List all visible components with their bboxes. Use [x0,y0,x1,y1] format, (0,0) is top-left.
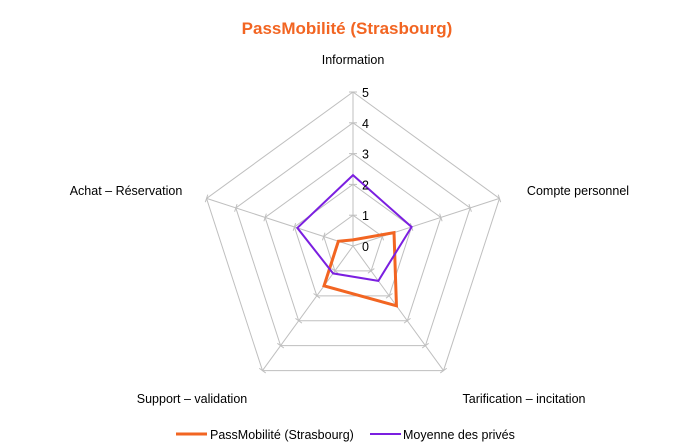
axis-label-2: Compte personnel [527,184,629,198]
tick-mark [421,342,429,349]
grid-ring-5 [205,91,501,372]
spoke-4 [262,245,354,371]
tick-mark [277,342,285,349]
axis-label-4: Support – validation [137,392,248,406]
legend-label-1: PassMobilité (Strasbourg) [210,428,354,442]
series-line-1 [322,230,399,308]
tick-mark [403,317,411,324]
tick-mark [313,293,321,299]
series-line-2 [295,173,413,282]
tick-label: 1 [362,209,369,223]
radar-grid [204,91,502,374]
radar-ticks: 0 1 2 3 4 5 [362,86,369,254]
tick-label: 5 [362,86,369,100]
tick-mark [385,293,393,299]
tick-mark [321,232,326,241]
radar-series [295,173,413,308]
grid-ring-3 [264,152,442,322]
grid-ring-1 [323,214,383,272]
spoke-2 [352,197,500,247]
tick-mark [468,203,472,212]
tick-mark [204,194,209,203]
tick-mark [331,268,339,274]
legend-label-2: Moyenne des privés [403,428,515,442]
tick-mark [258,367,267,374]
tick-mark [295,317,303,324]
tick-mark [497,194,502,203]
tick-mark [367,268,375,274]
spoke-5 [206,197,354,247]
axis-label-1: Information [322,53,385,67]
axis-label-5: Achat – Réservation [70,184,183,198]
tick-mark [234,203,238,212]
tick-label: 0 [362,240,369,254]
tick-mark [439,213,443,222]
tick-label: 3 [362,148,369,162]
grid-ring-2 [293,183,413,297]
axis-label-3: Tarification – incitation [463,392,586,406]
tick-mark [292,223,297,231]
spoke-3 [352,245,444,371]
legend: PassMobilité (Strasbourg) Moyenne des pri… [176,428,515,442]
chart-title: PassMobilité (Strasbourg) [242,19,453,38]
tick-label: 4 [362,117,369,131]
grid-ring-4 [235,122,471,347]
tick-mark [439,367,448,374]
tick-mark [263,213,267,222]
axis-labels: Information Compte personnel Tarification … [70,53,629,406]
tick-label: 2 [362,178,369,192]
